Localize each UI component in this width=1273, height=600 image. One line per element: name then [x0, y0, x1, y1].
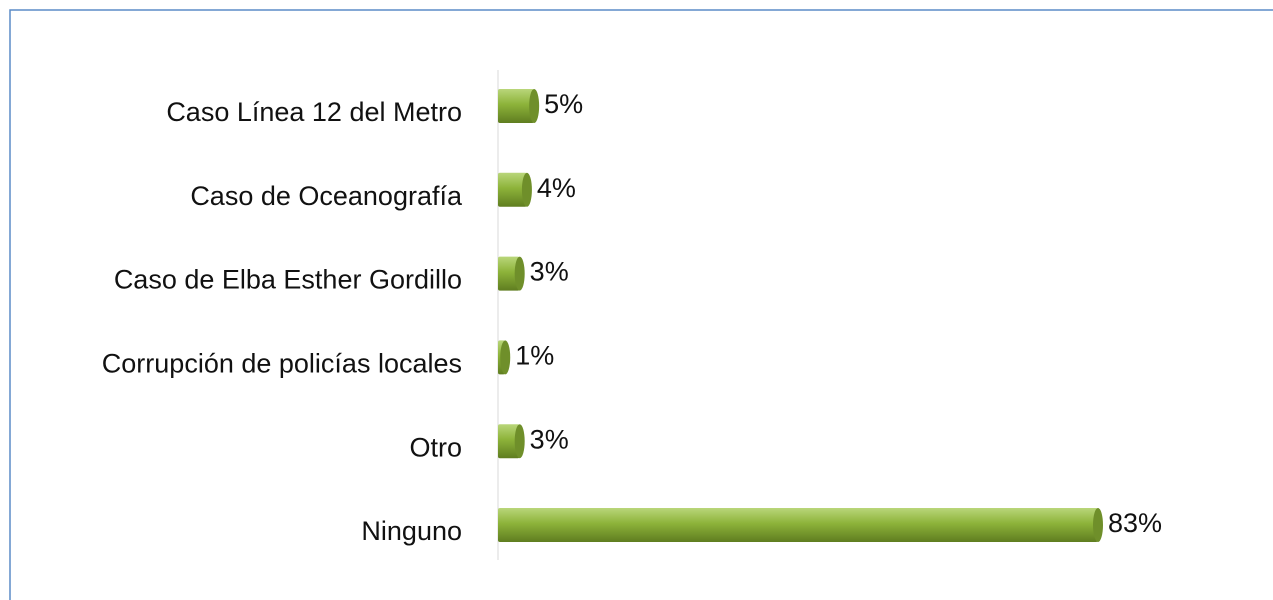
bar-cap — [521, 172, 532, 207]
value-label: 83% — [1108, 508, 1162, 538]
value-label: 4% — [537, 173, 576, 203]
bar — [498, 508, 1098, 542]
category-label: Otro — [409, 432, 462, 462]
category-label: Caso de Oceanografía — [190, 181, 463, 211]
bar-group — [498, 424, 525, 459]
value-label: 5% — [544, 89, 583, 119]
bar — [498, 172, 527, 207]
frame — [9, 9, 1273, 600]
bar-group — [498, 89, 540, 123]
value-label: 1% — [515, 341, 554, 371]
bar-group — [498, 172, 532, 207]
bar-group — [498, 340, 511, 375]
category-label: Caso Línea 12 del Metro — [166, 97, 462, 127]
bar-group — [498, 508, 1103, 542]
bar — [498, 89, 535, 123]
bar-cap — [514, 424, 525, 459]
category-label: Caso de Elba Esther Gordillo — [114, 265, 462, 295]
value-label: 3% — [530, 424, 569, 454]
bar-cap — [500, 340, 511, 375]
bar-group — [498, 256, 525, 291]
category-label: Ninguno — [361, 516, 462, 546]
bar — [498, 256, 520, 291]
bar-cap — [1093, 508, 1103, 542]
plot-area: Caso Línea 12 del Metro 5% Caso de Oceanog… — [102, 70, 1162, 560]
category-label: Corrupción de policías locales — [102, 349, 462, 379]
bar — [498, 424, 520, 459]
bar-cap — [514, 256, 525, 291]
bar-cap — [529, 89, 540, 123]
value-label: 3% — [530, 257, 569, 287]
